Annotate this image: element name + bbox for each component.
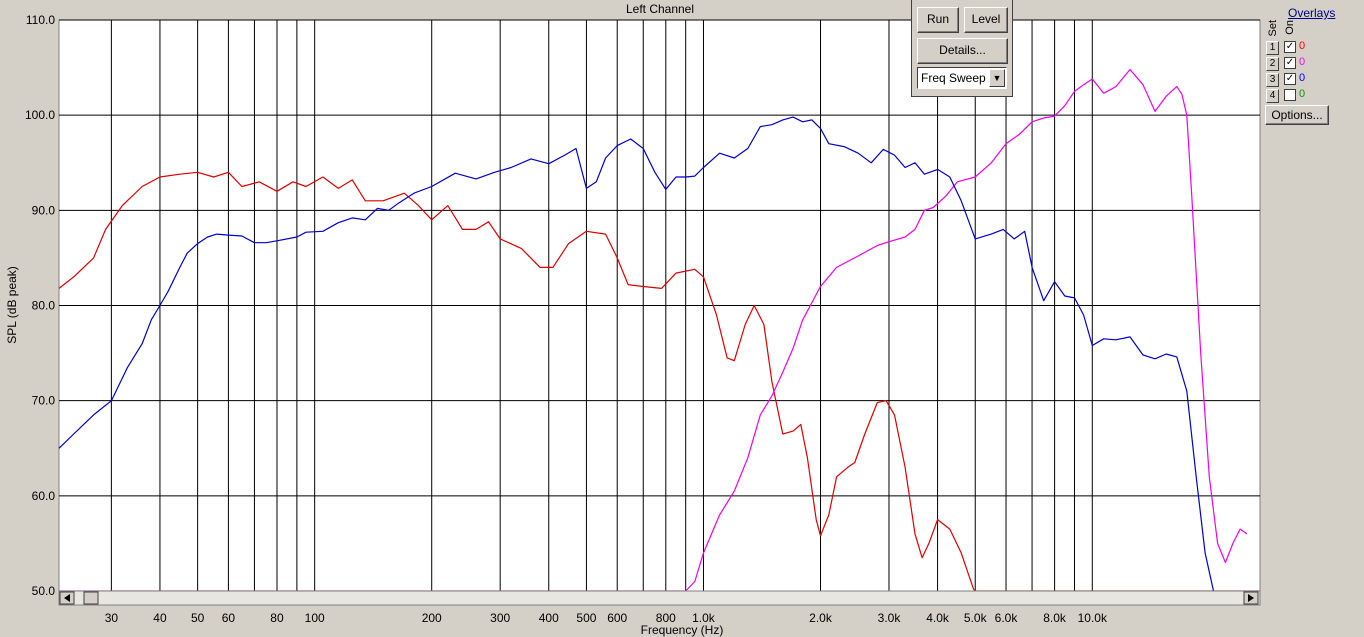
- series-line-3: [58, 116, 1215, 592]
- series-line-2: [59, 68, 1248, 592]
- overlay-row: 2 ✓ 0: [1266, 56, 1346, 71]
- series-lines: [58, 68, 1260, 592]
- run-button[interactable]: Run: [917, 7, 959, 33]
- x-tick-label: 30: [105, 611, 119, 625]
- x-tick-label: 2.0k: [809, 611, 833, 625]
- chart-title: Left Channel: [626, 2, 694, 16]
- overlays-panel: Overlays Set On 1 ✓ 0 2 ✓ 0 3 ✓ 0 4 0 Options...: [1262, 0, 1364, 637]
- y-axis-label: SPL (dB peak): [5, 266, 19, 344]
- y-tick-labels: 50.0 60.0 70.0 80.0 90.0 100.0 110.0: [25, 13, 55, 598]
- y-tick-label: 110.0: [26, 13, 55, 27]
- control-panel: Run Level Details... Freq Sweep ▼: [911, 0, 1013, 97]
- horizontal-scrollbar[interactable]: [58, 590, 1261, 606]
- y-tick-label: 50.0: [32, 584, 56, 598]
- x-tick-label: 3.0k: [878, 611, 902, 625]
- overlays-title[interactable]: Overlays: [1288, 6, 1336, 20]
- overlay-value: 0: [1299, 88, 1306, 100]
- overlay-on-checkbox[interactable]: ✓: [1284, 73, 1296, 85]
- overlay-on-checkbox[interactable]: ✓: [1284, 57, 1296, 69]
- y-tick-label: 100.0: [25, 108, 55, 122]
- on-header: On: [1284, 20, 1296, 35]
- x-tick-label: 300: [490, 611, 510, 625]
- details-button[interactable]: Details...: [917, 38, 1008, 64]
- x-tick-label: 400: [539, 611, 559, 625]
- overlay-value: 0: [1299, 56, 1306, 68]
- spl-frequency-chart: Left Channel 50.0 60.0 70.0 80.0 90.0 100.0 11…: [5, 2, 1261, 637]
- x-tick-label: 800: [656, 611, 676, 625]
- x-tick-label: 8.0k: [1043, 611, 1067, 625]
- x-axis-label: Frequency (Hz): [641, 623, 724, 637]
- options-button[interactable]: Options...: [1265, 105, 1329, 125]
- x-tick-label: 500: [576, 611, 596, 625]
- overlay-set-button[interactable]: 3: [1266, 73, 1279, 87]
- x-tick-label: 100: [305, 611, 325, 625]
- mode-select-value: Freq Sweep: [921, 71, 986, 85]
- arrow-right-icon: [1248, 594, 1254, 602]
- x-tick-label: 10.0k: [1078, 611, 1108, 625]
- y-tick-label: 80.0: [32, 299, 56, 313]
- overlay-set-button[interactable]: 1: [1266, 41, 1279, 55]
- y-tick-label: 60.0: [32, 489, 56, 503]
- x-tick-label: 600: [607, 611, 627, 625]
- x-tick-label: 40: [153, 611, 167, 625]
- overlay-on-checkbox[interactable]: ✓: [1284, 41, 1296, 53]
- arrow-left-icon: [64, 594, 70, 602]
- x-tick-label: 5.0k: [964, 611, 988, 625]
- y-tick-label: 90.0: [32, 203, 56, 217]
- set-header: Set: [1267, 20, 1279, 37]
- level-button[interactable]: Level: [964, 7, 1008, 33]
- series-line-1: [58, 171, 1260, 592]
- x-tick-label: 4.0k: [926, 611, 950, 625]
- overlay-on-checkbox[interactable]: [1284, 89, 1296, 101]
- overlay-row: 3 ✓ 0: [1266, 72, 1346, 87]
- x-tick-label: 6.0k: [995, 611, 1019, 625]
- scroll-thumb[interactable]: [83, 591, 99, 605]
- x-tick-label: 50: [191, 611, 205, 625]
- x-tick-label: 60: [222, 611, 236, 625]
- x-tick-labels: 30 40 50 60 80 100 200 300 400 500 600 800 1.0k 2.0k 3…: [105, 611, 1108, 625]
- overlay-value: 0: [1299, 72, 1306, 84]
- overlay-set-button[interactable]: 2: [1266, 57, 1279, 71]
- x-tick-label: 1.0k: [692, 611, 716, 625]
- x-tick-label: 80: [270, 611, 284, 625]
- x-tick-label: 200: [422, 611, 442, 625]
- mode-select[interactable]: Freq Sweep ▼: [917, 67, 1007, 89]
- overlay-value: 0: [1299, 40, 1306, 52]
- dropdown-arrow-icon[interactable]: ▼: [989, 69, 1005, 87]
- y-tick-label: 70.0: [32, 394, 56, 408]
- overlay-set-button[interactable]: 4: [1266, 89, 1279, 103]
- overlay-row: 1 ✓ 0: [1266, 40, 1346, 55]
